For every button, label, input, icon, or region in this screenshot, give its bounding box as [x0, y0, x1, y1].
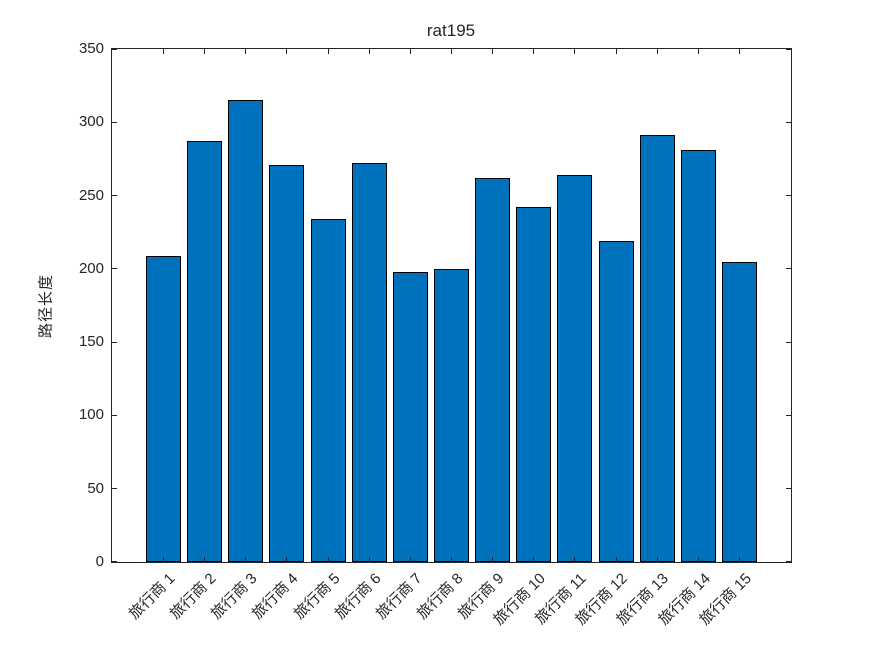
x-tick-mark-bottom [245, 557, 247, 562]
y-tick-label: 100 [78, 406, 104, 424]
x-tick-mark-top [368, 49, 370, 54]
y-tick-mark-right [786, 195, 791, 197]
x-tick-mark-top [451, 49, 452, 54]
x-tick-mark-bottom [492, 557, 494, 562]
y-tick-label: 200 [78, 259, 104, 277]
bar [146, 256, 181, 562]
x-tick-mark-bottom [327, 557, 329, 562]
y-tick-label: 150 [78, 333, 104, 351]
plot-area [111, 48, 792, 563]
x-tick-mark-top [163, 49, 164, 54]
x-tick-mark-top [739, 49, 740, 54]
y-tick-mark-left [112, 195, 117, 197]
bar [516, 207, 552, 562]
x-tick-mark-top [656, 49, 658, 54]
bar [310, 219, 346, 562]
y-tick-mark-left [112, 488, 117, 490]
x-tick-mark-bottom [739, 557, 740, 562]
y-tick-mark-left [112, 121, 117, 123]
y-tick-label: 300 [78, 113, 104, 131]
bar [722, 262, 757, 562]
bar [187, 141, 223, 562]
x-tick-mark-top [492, 49, 494, 54]
y-tick-mark-left [112, 414, 117, 416]
bar [228, 100, 264, 562]
bar [598, 241, 634, 562]
y-tick-mark-left [112, 49, 117, 50]
chart-title: rat195 [426, 21, 476, 40]
x-tick-mark-top [533, 49, 535, 54]
bar [434, 269, 469, 562]
x-tick-mark-top [615, 49, 617, 54]
y-tick-label: 50 [87, 479, 104, 497]
bar [351, 163, 387, 562]
y-tick-mark-right [786, 121, 791, 123]
y-tick-label: 0 [95, 553, 104, 570]
x-tick-mark-bottom [368, 557, 370, 562]
y-tick-mark-right [786, 49, 791, 50]
x-tick-mark-bottom [697, 557, 699, 562]
x-tick-mark-bottom [451, 557, 452, 562]
y-tick-mark-left [112, 561, 117, 562]
y-tick-mark-right [786, 268, 791, 270]
x-tick-mark-top [204, 49, 206, 54]
x-tick-mark-bottom [286, 557, 288, 562]
bar [269, 165, 305, 562]
x-tick-mark-top [286, 49, 288, 54]
y-tick-label: 250 [78, 186, 104, 204]
x-tick-mark-bottom [574, 557, 576, 562]
x-tick-mark-top [574, 49, 576, 54]
x-tick-mark-top [327, 49, 329, 54]
y-axis-label: 路径长度 [37, 273, 55, 339]
x-tick-mark-top [409, 49, 411, 54]
x-tick-mark-bottom [656, 557, 658, 562]
y-tick-mark-left [112, 268, 117, 270]
x-tick-mark-top [245, 49, 247, 54]
x-tick-mark-bottom [409, 557, 411, 562]
bar [475, 178, 511, 562]
bar [639, 135, 675, 562]
y-tick-mark-right [786, 341, 791, 343]
y-tick-label: 350 [78, 40, 104, 57]
bar [680, 150, 716, 562]
y-tick-mark-left [112, 341, 117, 343]
x-tick-mark-bottom [204, 557, 206, 562]
y-tick-mark-right [786, 488, 791, 490]
x-tick-mark-bottom [615, 557, 617, 562]
x-tick-mark-bottom [533, 557, 535, 562]
bar [392, 272, 428, 562]
y-tick-mark-right [786, 561, 791, 562]
y-tick-mark-right [786, 414, 791, 416]
bar [557, 175, 593, 562]
x-tick-mark-top [697, 49, 699, 54]
x-tick-mark-bottom [163, 557, 164, 562]
